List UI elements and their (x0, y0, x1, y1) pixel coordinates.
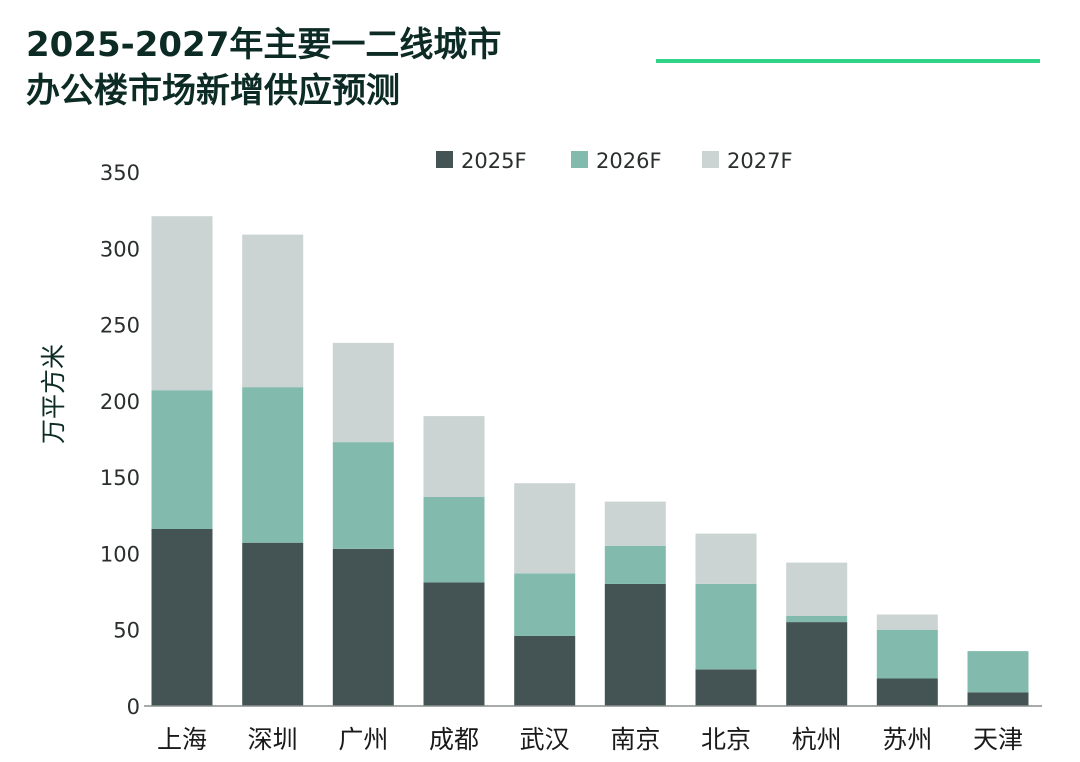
legend-label-2027F: 2027F (727, 149, 793, 173)
bar-2025F-8 (876, 678, 938, 706)
bar-2026F-0 (151, 390, 213, 529)
bar-2026F-8 (876, 629, 938, 679)
x-category-label: 广州 (338, 725, 388, 754)
bar-2027F-8 (876, 614, 938, 630)
chart-title-line2: 办公楼市场新增供应预测 (26, 71, 400, 111)
accent-line (656, 59, 1040, 63)
bar-2027F-5 (604, 501, 666, 546)
x-category-label: 武汉 (520, 725, 570, 754)
legend-swatch-2025F (436, 151, 453, 168)
bar-2027F-4 (514, 483, 576, 574)
x-category-label: 苏州 (882, 725, 932, 754)
bar-2025F-1 (242, 542, 304, 706)
legend-label-2025F: 2025F (461, 149, 527, 173)
bar-2026F-7 (786, 616, 848, 623)
legend-swatch-2026F (571, 151, 588, 168)
bar-2025F-2 (332, 548, 394, 706)
legend-swatch-2027F (702, 151, 719, 168)
bar-2025F-6 (695, 669, 757, 706)
bar-2025F-9 (967, 692, 1029, 706)
bar-2027F-0 (151, 216, 213, 391)
x-axis-categories: 上海 深圳 广州 成都 武汉 南京 北京 杭州 苏州 天津 (157, 725, 1023, 754)
legend: 2025F 2026F 2027F (436, 149, 793, 173)
y-axis-ticks: 0 50 100 150 200 250 300 350 (100, 161, 140, 719)
y-tick-label: 150 (100, 466, 140, 490)
y-tick-label: 200 (100, 390, 140, 414)
bar-2027F-7 (786, 562, 848, 616)
bar-2027F-3 (423, 416, 485, 497)
x-category-label: 上海 (157, 725, 207, 754)
x-category-label: 深圳 (248, 725, 298, 754)
y-tick-label: 0 (127, 695, 140, 719)
chart-title: 2025-2027年主要一二线城市 办公楼市场新增供应预测 (26, 22, 501, 114)
x-category-label: 北京 (701, 725, 751, 754)
y-tick-label: 50 (113, 619, 140, 643)
bars-group (151, 216, 1029, 706)
bar-2025F-5 (604, 583, 666, 706)
bar-2025F-4 (514, 635, 576, 706)
bar-2025F-7 (786, 622, 848, 706)
chart-title-line1: 2025-2027年主要一二线城市 (26, 25, 502, 65)
x-category-label: 杭州 (792, 725, 842, 754)
y-tick-label: 250 (100, 314, 140, 338)
y-tick-label: 350 (100, 161, 140, 185)
y-tick-label: 300 (100, 237, 140, 261)
legend-label-2026F: 2026F (596, 149, 662, 173)
x-category-label: 天津 (973, 725, 1023, 754)
bar-2026F-2 (332, 442, 394, 549)
bar-2027F-6 (695, 533, 757, 584)
x-category-label: 成都 (429, 725, 479, 754)
bar-2026F-4 (514, 573, 576, 636)
bar-2026F-9 (967, 651, 1029, 693)
bar-2026F-3 (423, 497, 485, 583)
y-axis-label: 万平方米 (39, 344, 68, 444)
bar-2026F-6 (695, 583, 757, 670)
bar-2027F-1 (242, 234, 304, 388)
bar-2025F-0 (151, 529, 213, 706)
x-category-label: 南京 (610, 725, 660, 754)
bar-2026F-1 (242, 387, 304, 543)
bar-2027F-2 (332, 342, 394, 443)
bar-2026F-5 (604, 545, 666, 584)
bar-2025F-3 (423, 582, 485, 706)
y-tick-label: 100 (100, 542, 140, 566)
